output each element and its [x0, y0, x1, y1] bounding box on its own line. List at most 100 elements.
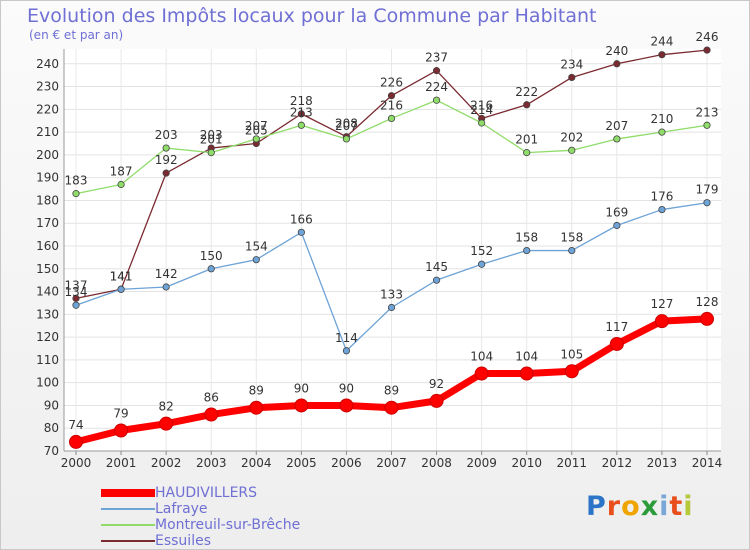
data-point	[519, 366, 534, 381]
data-label: 142	[155, 267, 178, 281]
x-tick-label: 2003	[196, 456, 227, 470]
logo-letter: P	[586, 491, 607, 522]
data-label: 152	[470, 244, 493, 258]
data-label: 237	[425, 51, 448, 65]
data-point	[613, 60, 621, 68]
data-point	[297, 228, 305, 236]
legend-item: HAUDIVILLERS	[101, 485, 300, 501]
data-point	[204, 407, 219, 422]
data-label: 127	[650, 297, 673, 311]
data-label: 141	[110, 269, 133, 283]
logo-letter: o	[621, 491, 641, 522]
data-label: 145	[425, 260, 448, 274]
logo-letter: t	[669, 491, 684, 522]
y-tick-label: 140	[36, 285, 59, 299]
data-label: 240	[605, 44, 628, 58]
data-point	[432, 276, 441, 284]
legend-label: Lafraye	[155, 501, 208, 517]
y-tick-label: 130	[36, 307, 59, 321]
y-tick-label: 110	[36, 353, 59, 367]
chart-title: Evolution des Impôts locaux pour la Comm…	[27, 5, 597, 27]
series-layer	[69, 46, 714, 449]
data-point	[387, 114, 396, 123]
legend-label: Montreuil-sur-Brêche	[155, 517, 301, 533]
data-label: 213	[290, 105, 313, 119]
data-point	[249, 400, 264, 415]
data-point	[568, 146, 576, 154]
x-tick-label: 2000	[61, 456, 92, 470]
x-tick-label: 2013	[647, 456, 678, 470]
legend-label: Essuiles	[155, 533, 211, 549]
data-label: 246	[696, 30, 719, 44]
data-point	[568, 246, 576, 255]
data-label: 137	[65, 278, 88, 292]
data-point	[297, 110, 305, 118]
data-point	[384, 400, 399, 415]
data-label: 104	[515, 350, 538, 364]
data-point	[478, 119, 486, 127]
data-label: 207	[605, 119, 628, 133]
data-label: 104	[470, 350, 493, 364]
data-label: 79	[113, 407, 128, 421]
data-label: 213	[696, 105, 719, 119]
x-tick-label: 2004	[241, 456, 272, 470]
axes: 7080901001101201301401501601701801902002…	[36, 49, 722, 470]
legend-label: HAUDIVILLERS	[155, 485, 258, 501]
data-point	[252, 256, 260, 264]
data-point	[162, 144, 170, 152]
line-chart: 7080901001101201301401501601701801902002…	[36, 30, 722, 470]
data-label: 150	[200, 249, 223, 263]
data-point	[613, 221, 621, 230]
data-point	[297, 121, 305, 129]
data-label: 92	[429, 377, 444, 391]
x-tick-label: 2008	[421, 456, 452, 470]
data-point	[387, 303, 396, 312]
data-point	[432, 67, 441, 75]
data-label: 192	[155, 153, 178, 167]
data-point	[523, 149, 531, 157]
data-label: 207	[335, 119, 358, 133]
data-point	[613, 135, 621, 143]
x-tick-label: 2012	[602, 456, 633, 470]
data-point	[342, 347, 351, 355]
data-point	[69, 434, 83, 449]
y-tick-label: 230	[36, 80, 59, 94]
data-point	[474, 366, 489, 381]
data-label: 201	[515, 133, 538, 147]
data-point	[252, 135, 260, 143]
data-point	[72, 190, 80, 198]
data-label: 201	[200, 133, 223, 147]
legend-swatch	[101, 524, 155, 526]
legend-item: Montreuil-sur-Brêche	[101, 517, 300, 533]
legend-swatch	[101, 508, 155, 510]
data-point	[654, 314, 669, 329]
data-label: 179	[696, 183, 719, 197]
data-label: 169	[605, 206, 628, 220]
data-label: 141	[110, 269, 133, 283]
data-label: 90	[294, 381, 309, 395]
x-tick-label: 2011	[557, 456, 588, 470]
data-label: 154	[245, 240, 268, 254]
x-tick-label: 2005	[286, 456, 317, 470]
data-point	[700, 311, 714, 326]
data-label: 224	[425, 80, 448, 94]
data-label: 222	[515, 85, 538, 99]
data-label: 114	[335, 331, 358, 345]
x-tick-label: 2007	[376, 456, 407, 470]
data-label: 133	[380, 288, 403, 302]
data-point	[658, 128, 666, 136]
x-tick-label: 2014	[692, 456, 723, 470]
data-point	[207, 265, 215, 273]
data-point	[658, 51, 666, 59]
data-label: 216	[470, 98, 493, 112]
data-label: 166	[290, 212, 313, 226]
legend-item: Essuiles	[101, 533, 300, 549]
data-point	[342, 135, 351, 143]
y-tick-label: 160	[36, 239, 59, 253]
data-point	[658, 205, 666, 214]
y-tick-label: 90	[44, 398, 59, 412]
data-label: 216	[380, 98, 403, 112]
data-point	[162, 169, 170, 177]
